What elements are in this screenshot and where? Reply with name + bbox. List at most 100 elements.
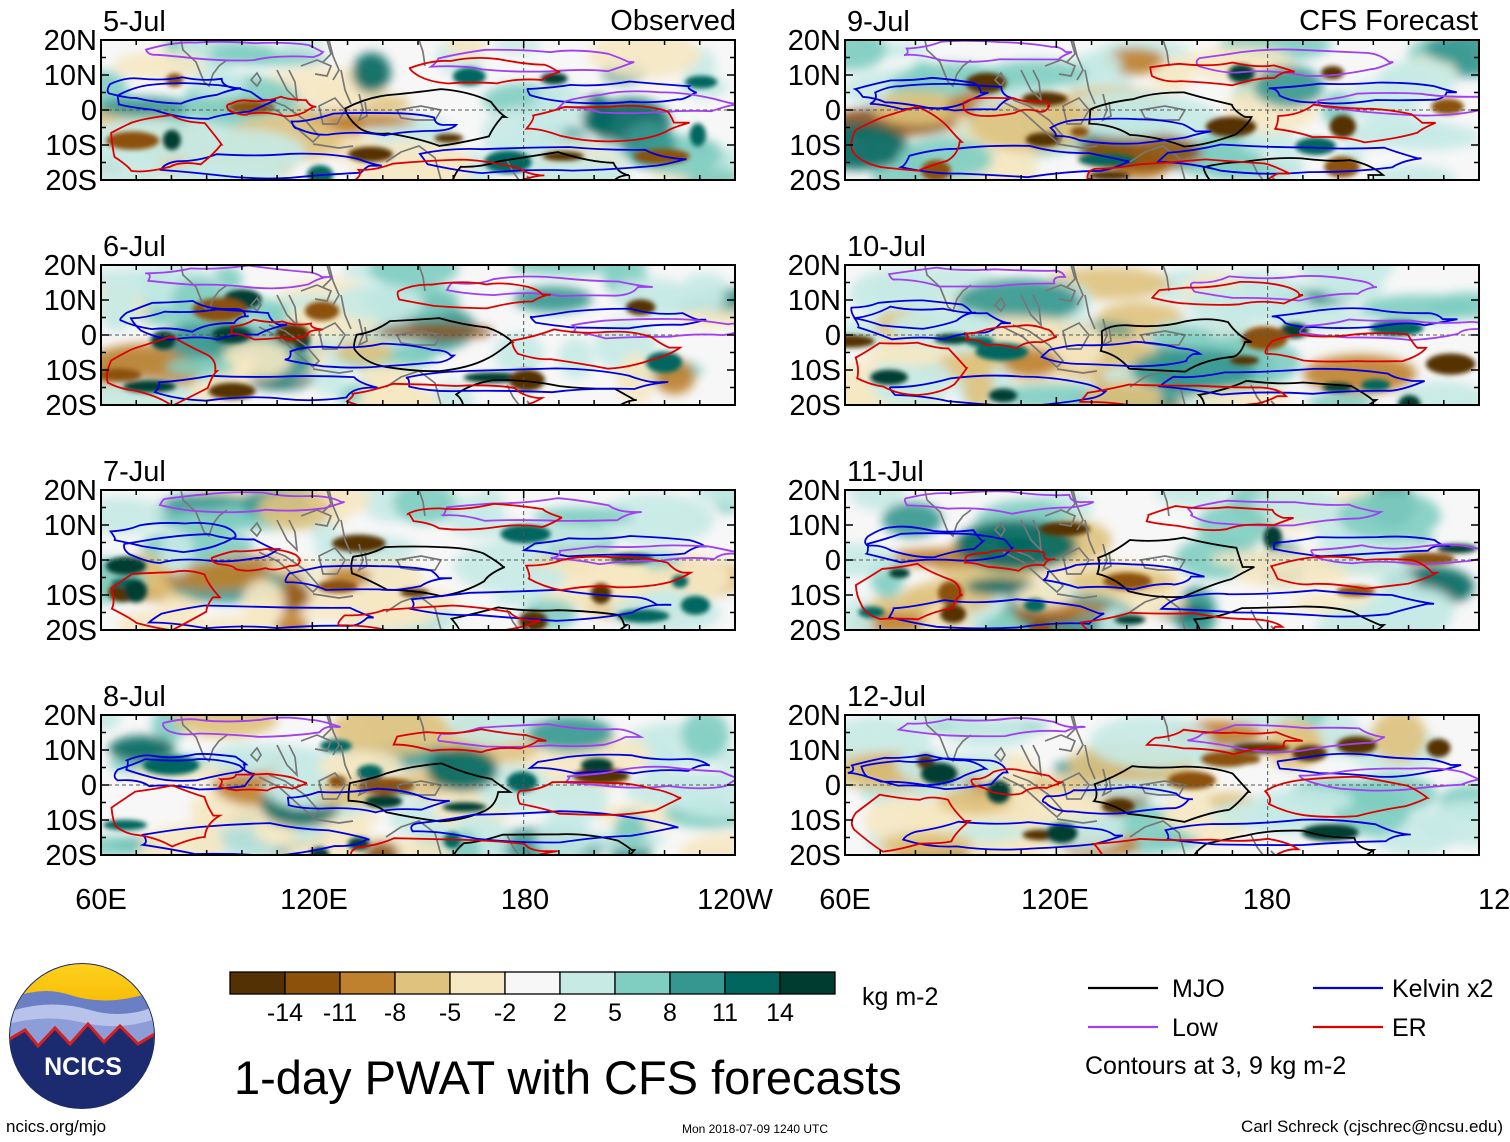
- kelvin-contour: [146, 604, 374, 630]
- er-contour: [396, 281, 551, 310]
- er-contour: [226, 95, 317, 118]
- er-contour: [854, 562, 963, 621]
- colorbar-swatch: [559, 971, 616, 995]
- mjo-contour: [1088, 91, 1253, 148]
- colorbar-tick-label: -14: [267, 999, 303, 1027]
- low-contour: [439, 497, 642, 522]
- kelvin-contour: [106, 76, 242, 105]
- panel-ticks: [844, 714, 1480, 856]
- colorbar-tick-label: 8: [663, 999, 677, 1027]
- er-contour: [854, 341, 969, 396]
- colorbar-swatch: [284, 971, 341, 995]
- er-contour: [524, 104, 690, 143]
- kelvin-contour: [860, 757, 1009, 791]
- observed-header: Observed: [610, 5, 736, 37]
- er-contour: [964, 549, 1056, 572]
- kelvin-contour: [108, 522, 237, 554]
- kelvin-contour: [129, 308, 288, 341]
- lon-label-180: 180: [501, 884, 549, 916]
- lat-label: 10N: [44, 285, 97, 317]
- kelvin-contour: [852, 305, 1011, 341]
- kelvin-contour: [139, 822, 370, 855]
- kelvin-contour: [1039, 340, 1203, 368]
- er-contour: [350, 837, 558, 855]
- lat-label: 20S: [45, 615, 97, 647]
- er-contour: [963, 324, 1058, 350]
- low-contour: [1195, 48, 1394, 77]
- lat-label: 0: [81, 770, 97, 802]
- er-contour: [1269, 555, 1441, 590]
- panel-date-jul5: 5-Jul: [103, 6, 166, 38]
- lat-label: 20S: [45, 165, 97, 197]
- lat-label: 20S: [789, 165, 841, 197]
- lat-label: 20N: [44, 25, 97, 57]
- legend-label-er: ER: [1392, 1014, 1427, 1042]
- low-contour: [1298, 318, 1479, 342]
- low-contour: [887, 266, 1067, 288]
- lat-label: 0: [825, 320, 841, 352]
- colorbar-tick-label: 14: [766, 999, 794, 1027]
- lat-label: 20N: [788, 25, 841, 57]
- er-contour: [110, 784, 224, 848]
- lat-label: 10N: [788, 60, 841, 92]
- lat-label: 10N: [788, 285, 841, 317]
- lat-label: 10S: [45, 805, 97, 837]
- mjo-contour: [1099, 318, 1253, 373]
- er-contour: [1150, 280, 1304, 306]
- kelvin-contour: [123, 533, 282, 564]
- lat-label: 10S: [45, 130, 97, 162]
- ncics-logo: NCICS: [9, 963, 155, 1109]
- kelvin-contour: [1157, 367, 1425, 396]
- lat-label: 10S: [45, 355, 97, 387]
- colorbar-tick-label: -8: [384, 999, 406, 1027]
- lat-label: 20S: [789, 840, 841, 872]
- er-contour: [1144, 728, 1303, 756]
- er-contour: [1264, 332, 1428, 363]
- pwat-anomaly-field: [845, 40, 1479, 180]
- kelvin-contour: [889, 374, 1108, 405]
- low-contour: [1316, 92, 1479, 117]
- kelvin-contour: [1159, 589, 1435, 618]
- kelvin-contour: [897, 144, 1130, 179]
- lat-label: 20N: [44, 250, 97, 282]
- panel-date-jul10: 10-Jul: [847, 231, 926, 263]
- low-contour: [556, 90, 735, 115]
- contour-legend: MJO Kelvin x2 Low ER Contours at 3, 9 kg…: [1085, 975, 1493, 1080]
- low-contour: [1310, 543, 1479, 566]
- kelvin-contour: [526, 80, 698, 105]
- pwat-anomaly-field: [101, 40, 735, 180]
- low-contour: [896, 717, 1086, 738]
- lat-label: 0: [825, 545, 841, 577]
- kelvin-contour: [290, 112, 459, 137]
- lat-label: 10S: [789, 130, 841, 162]
- wave-contours: [854, 490, 1479, 630]
- wave-contours: [850, 266, 1479, 405]
- kelvin-contour: [527, 753, 711, 775]
- lat-label: 10N: [44, 735, 97, 767]
- colorbar-swatch: [779, 971, 836, 995]
- colorbar-tick-label: 5: [608, 999, 622, 1027]
- kelvin-contour: [284, 564, 452, 591]
- low-contour: [903, 490, 1095, 515]
- er-contour: [353, 158, 545, 180]
- kelvin-contour: [864, 525, 986, 559]
- lat-label: 10N: [44, 510, 97, 542]
- kelvin-contour: [284, 342, 457, 369]
- colorbar-swatch: [669, 971, 726, 995]
- panel-date-jul12: 12-Jul: [847, 681, 926, 713]
- lon-axis-forecast: 60E 120E 180 120W: [819, 884, 1510, 916]
- er-contour: [337, 604, 541, 630]
- colorbar-swatch: [229, 971, 286, 995]
- er-contour: [516, 781, 682, 816]
- er-contour: [1086, 158, 1291, 180]
- kelvin-contour: [153, 374, 378, 402]
- mjo-contour: [350, 545, 506, 598]
- low-contour: [550, 544, 735, 566]
- lat-label: 20N: [788, 475, 841, 507]
- kelvin-contour: [847, 753, 989, 787]
